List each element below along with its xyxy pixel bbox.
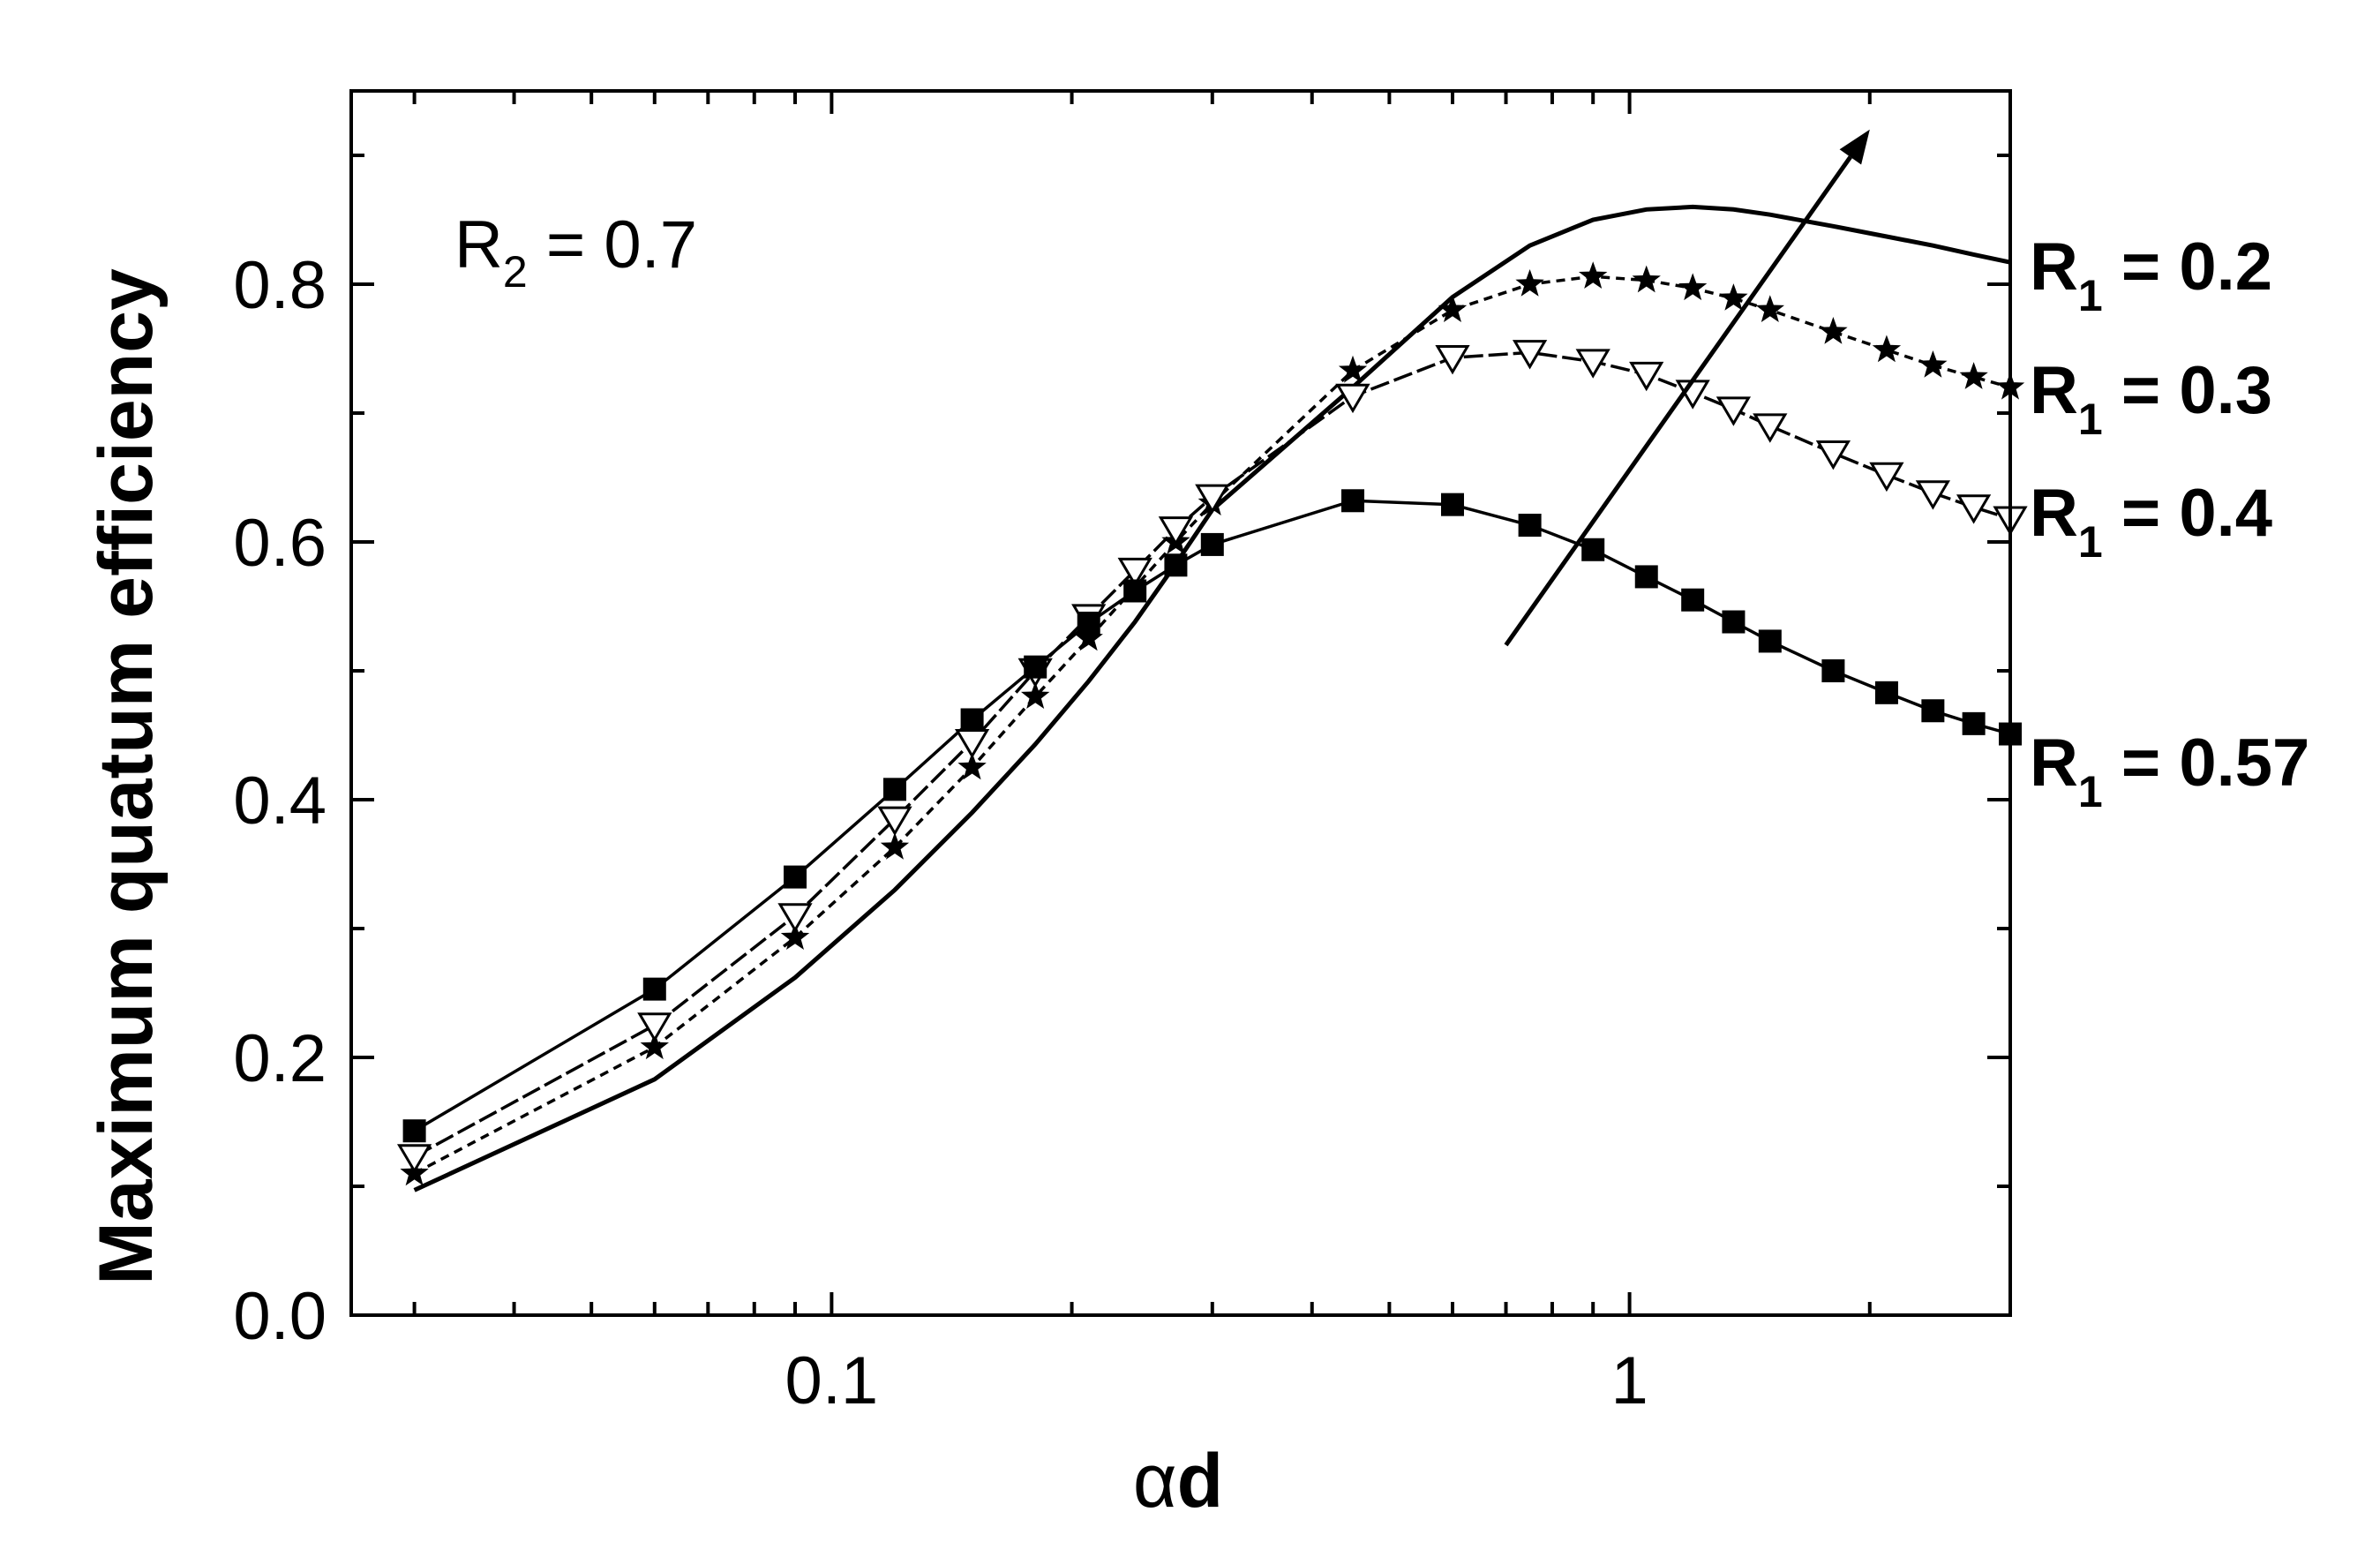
triangle-marker (1195, 484, 1230, 514)
tick-labels: 0.0 0.2 0.4 0.6 0.8 0.1 1 (233, 248, 1648, 1418)
series-label-3: R1 = 0.4 (2030, 476, 2272, 567)
triangle-marker (1575, 349, 1610, 379)
triangle-marker (1815, 440, 1851, 470)
star-marker (957, 752, 987, 780)
square-marker (1634, 565, 1658, 589)
star-marker (1918, 350, 1948, 378)
triangle-marker (1753, 413, 1788, 443)
triangle-marker (637, 1012, 672, 1042)
series-label-1: R1 = 0.2 (2030, 229, 2272, 320)
x-tick-label: 0.1 (785, 1343, 879, 1418)
square-marker (1341, 489, 1365, 513)
triangle-marker (1869, 462, 1904, 493)
star-marker (1719, 283, 1748, 311)
arrow-shaft (1504, 155, 1852, 647)
square-marker (1164, 553, 1188, 577)
plot-frame (349, 89, 2012, 1317)
square-marker (1758, 629, 1782, 653)
r2-annotation: R2 = 0.7 (454, 207, 697, 297)
y-tick-label: 0.0 (233, 1279, 327, 1354)
y-tick-label: 0.4 (233, 763, 327, 839)
star-marker (1338, 355, 1368, 383)
square-marker (1821, 659, 1845, 682)
star-marker (1872, 335, 1902, 363)
square-marker (1722, 610, 1746, 634)
triangle-marker (1335, 383, 1370, 414)
square-marker (1123, 579, 1147, 603)
square-marker (642, 977, 666, 1001)
y-tick-label: 0.8 (233, 248, 327, 323)
y-axis-title: Maximum quatum efficiency (84, 268, 169, 1285)
y-tick-label: 0.2 (233, 1021, 327, 1096)
star-marker (1632, 265, 1661, 293)
star-marker (1678, 273, 1708, 301)
triangle-marker (1158, 516, 1194, 546)
star-marker (1959, 362, 1988, 389)
star-marker (880, 832, 910, 860)
y-tick-label: 0.6 (233, 506, 327, 581)
square-marker (1518, 514, 1542, 538)
axes-ticks (351, 91, 2012, 1317)
series-label-4: R1 = 0.57 (2030, 726, 2309, 816)
x-axis-title: αd (1133, 1439, 1223, 1523)
square-marker (1581, 538, 1605, 561)
triangle-marker (1512, 340, 1548, 370)
triangle-marker (1716, 396, 1752, 426)
square-marker (1874, 681, 1898, 704)
square-marker (402, 1119, 426, 1143)
star-marker (640, 1032, 669, 1060)
triangle-marker (1915, 480, 1951, 510)
trend-arrow (1504, 129, 1870, 647)
triangle-marker (877, 806, 912, 836)
star-marker (780, 922, 810, 950)
star-marker (1819, 317, 1848, 344)
triangle-marker (396, 1144, 432, 1174)
star-marker (1579, 261, 1608, 289)
series-line-2 (413, 275, 2011, 1175)
star-marker (1515, 269, 1544, 297)
square-marker (1962, 711, 1986, 735)
square-marker (1077, 611, 1100, 635)
square-marker (1681, 588, 1705, 612)
star-marker (1074, 623, 1103, 651)
triangle-marker (1956, 494, 1992, 524)
triangle-marker (1629, 361, 1664, 392)
square-marker (1200, 532, 1224, 556)
series-markers (396, 261, 2028, 1186)
square-marker (960, 708, 984, 732)
series-label-2: R1 = 0.3 (2030, 353, 2272, 444)
square-marker (882, 778, 906, 801)
star-marker (1755, 295, 1784, 322)
star-marker (1438, 295, 1468, 322)
arrow-head (1839, 129, 1870, 165)
triangle-marker (1435, 345, 1470, 375)
triangle-marker (777, 903, 813, 933)
square-marker (1921, 699, 1945, 723)
square-marker (1024, 655, 1047, 679)
x-tick-label: 1 (1610, 1343, 1648, 1418)
square-marker (1440, 493, 1464, 516)
square-marker (784, 865, 807, 889)
series-labels: R1 = 0.2 R1 = 0.3 R1 = 0.4 R1 = 0.57 (2030, 229, 2309, 816)
triangle-marker (1117, 557, 1152, 588)
star-marker (1021, 681, 1050, 709)
